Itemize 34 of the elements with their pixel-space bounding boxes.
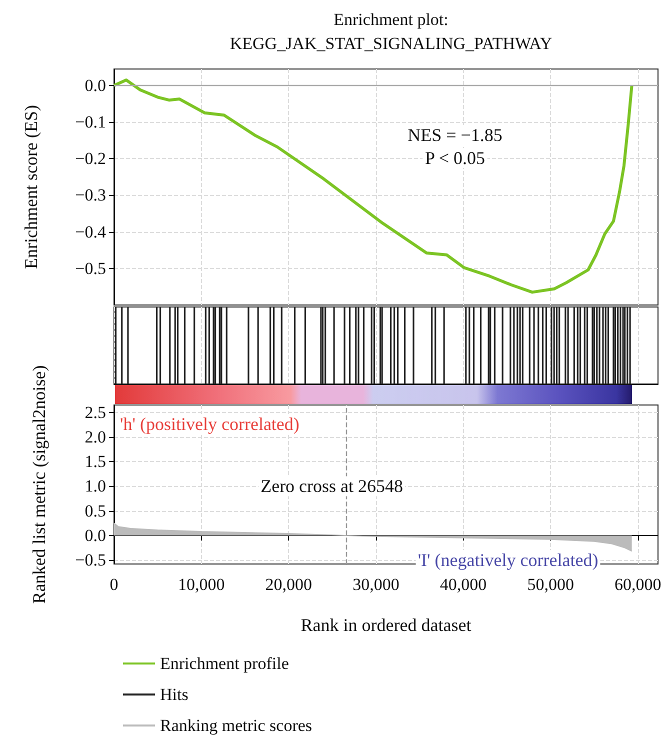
line-series — [112, 78, 634, 294]
y-tick-label: 1.0 — [84, 476, 106, 496]
y-tick-label: −0.4 — [75, 222, 106, 242]
x-tick-label: 20,000 — [265, 575, 312, 594]
annotation: P < 0.05 — [425, 148, 485, 168]
y-tick-label: −0.2 — [75, 149, 106, 168]
y-tick-label: −0.1 — [75, 112, 106, 132]
x-axis-title: Rank in ordered dataset — [300, 615, 472, 635]
y-tick-label: 2.5 — [84, 402, 106, 422]
annotation: 'I' (negatively correlated) — [418, 550, 598, 570]
y-axis-title: Ranked list metric (signal2noise) — [29, 365, 49, 604]
x-tick-label: 40,000 — [440, 575, 487, 594]
y-tick-label: 0.0 — [84, 526, 106, 545]
y-tick-label: −0.5 — [75, 258, 106, 278]
y-tick-label: 0.0 — [84, 76, 106, 95]
y-tick-label: 2.0 — [84, 427, 106, 446]
chart-subtitle: KEGG_JAK_STAT_SIGNALING_PATHWAY — [230, 34, 552, 53]
y-tick-label: 0.5 — [84, 501, 106, 520]
y-tick-label: −0.5 — [75, 550, 106, 570]
legend-label: Hits — [160, 685, 188, 704]
y-axis-title: Enrichment score (ES) — [21, 105, 41, 269]
x-tick-label: 10,000 — [178, 575, 225, 594]
x-tick-label: 50,000 — [527, 575, 574, 594]
annotation: 'h' (positively correlated) — [120, 414, 300, 434]
y-tick-label: 1.5 — [84, 452, 106, 472]
x-tick-label: 30,000 — [352, 575, 400, 594]
x-tick-label: 60,000 — [614, 575, 662, 594]
legend-label: Ranking metric scores — [160, 716, 312, 735]
annotation: NES = −1.85 — [408, 125, 502, 145]
y-tick-label: −0.3 — [75, 186, 106, 205]
x-tick-label: 0 — [110, 575, 118, 594]
chart-title: Enrichment plot: — [334, 10, 448, 29]
annotation: Zero cross at 26548 — [260, 476, 404, 496]
legend-label: Enrichment profile — [160, 654, 289, 673]
